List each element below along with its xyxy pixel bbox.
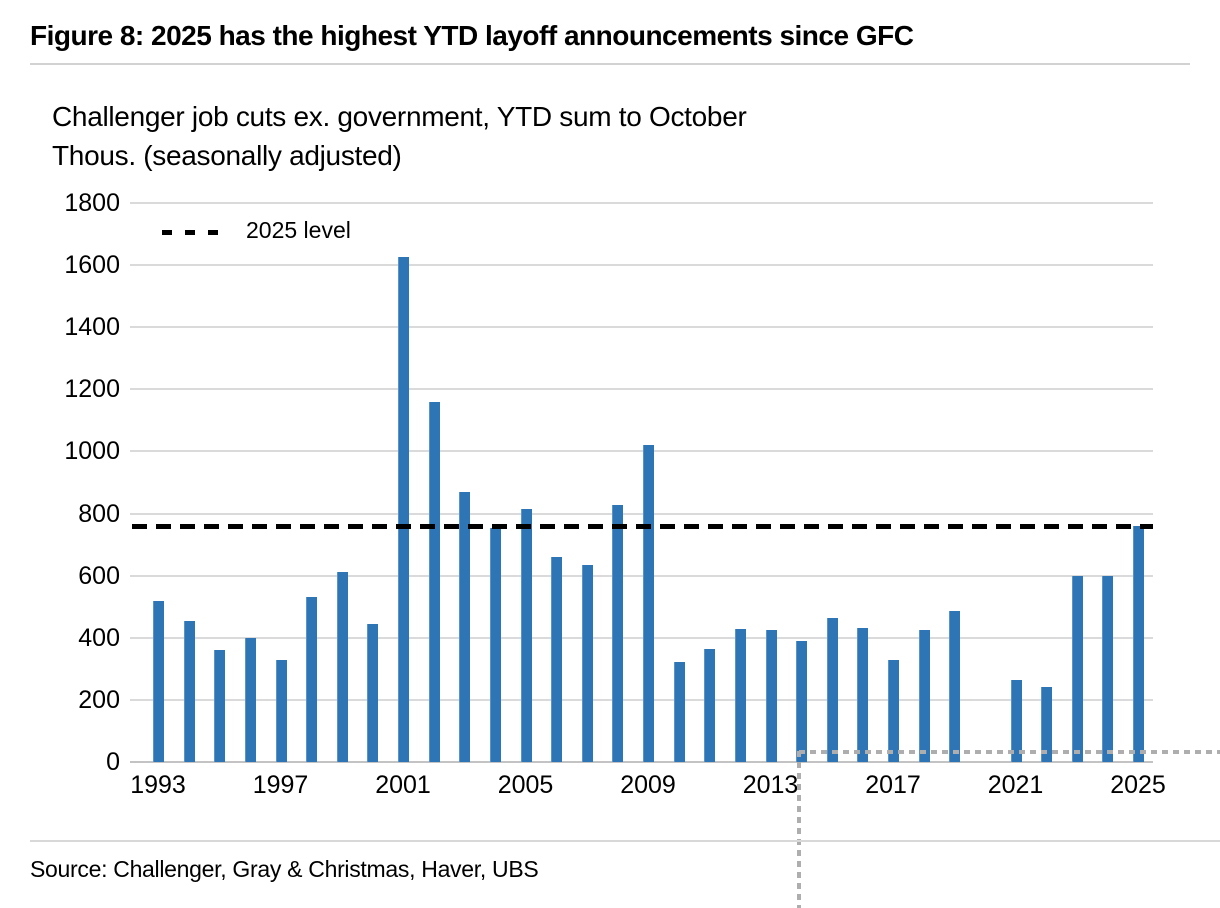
gridline (130, 202, 1153, 204)
bar-2014 (796, 640, 808, 762)
bar-2017 (888, 659, 899, 762)
bar-2019 (949, 611, 961, 762)
bar-2000 (367, 623, 379, 762)
bar-2021 (1010, 679, 1022, 762)
bar-2004 (489, 527, 501, 762)
y-axis-tick-label: 0 (106, 748, 120, 776)
legend-label: 2025 level (246, 217, 351, 243)
bar-1993 (153, 600, 164, 762)
x-axis-tick-label: 2017 (865, 771, 921, 799)
x-axis-tick-label: 2005 (497, 771, 554, 799)
gridline (130, 326, 1153, 329)
gridline (130, 450, 1153, 453)
level-line (132, 523, 1153, 529)
gridline (130, 636, 1153, 639)
bar-2010 (673, 662, 685, 762)
dashed-line-icon (162, 230, 228, 235)
x-axis-tick-label: 2009 (620, 771, 676, 799)
bar-2011 (704, 648, 716, 762)
gridline (130, 388, 1153, 391)
x-axis-tick-label: 1997 (252, 771, 309, 799)
crosshair-vertical-line (797, 751, 801, 908)
bar-2012 (734, 629, 746, 762)
bar-1995 (214, 650, 226, 762)
bar-1996 (244, 637, 256, 762)
bar-1997 (275, 659, 287, 762)
y-axis-tick-label: 1800 (64, 189, 120, 217)
chart-subtitle: Challenger job cuts ex. government, YTD … (52, 97, 747, 175)
y-axis-tick-label: 800 (78, 499, 120, 528)
gridline (130, 761, 1153, 763)
crosshair-horizontal-line (799, 750, 1220, 754)
x-axis-tick-label: 2013 (742, 771, 799, 799)
bar-2013 (765, 630, 777, 762)
y-axis-tick-label: 600 (78, 561, 120, 590)
gridline (130, 512, 1153, 515)
x-axis-tick-label: 1993 (130, 771, 186, 799)
bar-2008 (612, 504, 624, 762)
gridline (130, 574, 1153, 577)
gridline (130, 264, 1153, 267)
bar-2016 (857, 628, 869, 762)
bar-2007 (581, 564, 593, 762)
bar-2023 (1071, 575, 1083, 762)
bar-2002 (428, 401, 440, 762)
bar-2006 (551, 557, 563, 762)
figure-title: Figure 8: 2025 has the highest YTD layof… (30, 20, 914, 51)
bar-2015 (826, 618, 838, 762)
bar-1999 (336, 571, 348, 762)
gridline (130, 698, 1153, 701)
bar-1998 (306, 597, 318, 762)
bar-2001 (398, 257, 409, 762)
x-axis-tick-label: 2021 (987, 771, 1044, 799)
y-axis-tick-label: 1200 (64, 375, 120, 404)
y-axis-tick-label: 1000 (64, 437, 120, 466)
bar-2022 (1041, 687, 1053, 762)
source-text: Source: Challenger, Gray & Christmas, Ha… (30, 856, 539, 882)
chart-subtitle-line1: Challenger job cuts ex. government, YTD … (52, 101, 747, 132)
y-axis-tick-label: 400 (78, 623, 120, 652)
x-axis-tick-label: 2001 (375, 771, 431, 799)
bar-2025 (1133, 525, 1144, 762)
y-axis-tick-label: 1400 (64, 313, 120, 342)
y-axis-tick-label: 200 (78, 685, 120, 714)
y-axis-tick-label: 1600 (64, 251, 120, 280)
bar-2018 (918, 630, 930, 762)
bar-2003 (459, 491, 471, 762)
chart-subtitle-line2: Thous. (seasonally adjusted) (52, 140, 402, 171)
footer-divider (30, 840, 1220, 842)
title-divider (30, 63, 1190, 65)
bar-1994 (183, 620, 195, 762)
x-axis-tick-label: 2025 (1110, 771, 1166, 799)
bar-2009 (643, 444, 654, 762)
bar-2005 (520, 508, 532, 762)
bar-2024 (1102, 575, 1114, 762)
